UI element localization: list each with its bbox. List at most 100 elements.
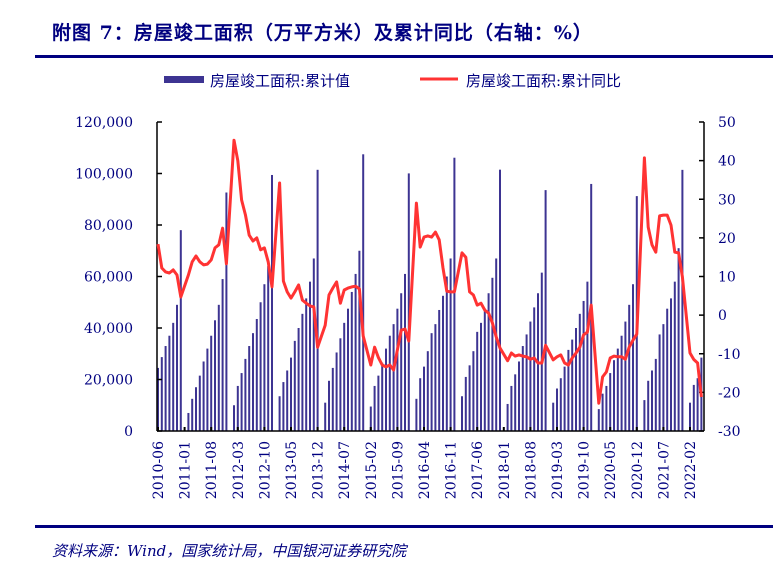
bar-2019-05: [563, 366, 566, 431]
bar-2021-12: [681, 169, 684, 431]
bar-2015-12: [407, 173, 410, 431]
x-tick-label: 2021-07: [656, 441, 672, 499]
bar-2020-11: [632, 284, 634, 431]
x-tick-label: 2018-01: [497, 441, 513, 499]
source-note: 资料来源：Wind，国家统计局，中国银河证券研究院: [52, 542, 407, 560]
bar-2014-10: [354, 273, 357, 431]
bar-2019-08: [575, 328, 577, 431]
bar-2014-04: [331, 367, 334, 431]
bar-2014-06: [339, 338, 342, 431]
bar-2020-02: [597, 409, 600, 431]
bar-2017-04: [468, 365, 471, 431]
bar-2018-02: [506, 403, 509, 431]
bar-2012-05: [244, 358, 247, 431]
bar-2010-12: [179, 230, 182, 431]
x-tick-label: 2015-09: [390, 441, 406, 499]
bar-2014-12: [362, 154, 365, 431]
x-tick-label: 2015-02: [364, 441, 380, 499]
right-tick-label: -10: [718, 347, 741, 363]
bar-2019-03: [556, 388, 558, 431]
bar-2012-04: [240, 373, 243, 431]
x-tick-label: 2019-03: [550, 441, 566, 499]
bar-2012-09: [259, 302, 262, 431]
bar-2016-06: [430, 333, 433, 431]
bar-2022-03: [692, 384, 695, 431]
bar-2019-09: [578, 313, 581, 431]
x-tick-label: 2016-11: [444, 441, 460, 499]
bar-2011-05: [198, 375, 201, 431]
bar-2015-04: [377, 375, 380, 431]
x-tick-label: 2016-04: [417, 441, 433, 499]
bar-2012-10: [263, 284, 266, 431]
bar-2016-02: [415, 398, 418, 431]
bar-2017-08: [483, 308, 486, 431]
bar-2017-09: [487, 293, 490, 431]
x-tick-label: 2012-10: [257, 441, 273, 499]
bar-2017-05: [472, 351, 475, 431]
growth-line: [156, 138, 703, 405]
x-tick-label: 2019-10: [577, 441, 593, 499]
bar-2018-03: [510, 385, 513, 431]
title-rule: [35, 55, 773, 58]
bar-2013-06: [293, 340, 296, 431]
bar-2021-03: [647, 380, 650, 431]
bar-2019-06: [567, 349, 570, 431]
bar-2021-06: [658, 334, 661, 431]
bar-2015-08: [392, 324, 395, 431]
bar-2013-08: [301, 313, 304, 431]
right-tick-label: 10: [718, 270, 736, 286]
bar-2017-06: [476, 331, 479, 431]
bar-2013-03: [282, 382, 285, 431]
x-tick-label: 2018-08: [523, 441, 539, 499]
bar-2020-10: [628, 304, 631, 431]
chart-title: 附图 7：房屋竣工面积（万平方米）及累计同比（右轴：%）: [52, 22, 593, 44]
bar-2011-07: [206, 348, 209, 431]
bar-2020-09: [624, 321, 627, 431]
legend-bar-label: 房屋竣工面积:累计值: [210, 72, 350, 90]
bar-2011-02: [187, 412, 190, 431]
left-tick-label: 20,000: [84, 373, 133, 389]
x-tick-label: 2017-06: [470, 441, 486, 499]
bar-2019-11: [586, 281, 589, 431]
bar-2016-11: [449, 258, 452, 431]
x-tick-label: 2020-05: [603, 441, 619, 499]
bar-2013-04: [286, 370, 289, 431]
bar-2021-02: [643, 400, 646, 431]
bar-2020-04: [605, 385, 608, 431]
bar-2013-12: [316, 169, 319, 431]
bar-2017-10: [491, 277, 494, 431]
bar-2014-09: [350, 291, 353, 431]
bar-2013-07: [297, 328, 300, 431]
bar-2016-05: [426, 351, 429, 431]
bar-2021-07: [662, 324, 665, 431]
right-tick-label: 0: [718, 308, 727, 324]
bar-2021-04: [651, 370, 653, 431]
bar-2016-12: [453, 157, 456, 431]
bar-2015-09: [396, 308, 399, 431]
right-tick-label: 50: [718, 115, 736, 131]
axes: 0 20,000 40,000 60,000 80,000 100,000 120,000 -…: [75, 115, 740, 499]
x-tick-label: 2022-02: [683, 441, 699, 499]
left-tick-label: 60,000: [84, 270, 133, 286]
bar-2010-07: [160, 357, 163, 431]
bar-2013-11: [312, 258, 315, 431]
bar-2012-07: [252, 333, 254, 431]
bar-2019-07: [571, 339, 574, 431]
bar-2011-11: [221, 279, 224, 431]
bar-2011-09: [214, 320, 216, 431]
bar-2020-08: [620, 335, 623, 431]
bar-2018-12: [544, 190, 547, 431]
bar-2016-03: [419, 378, 422, 431]
bar-2017-07: [480, 322, 482, 431]
bar-2013-10: [309, 281, 311, 431]
bar-2016-08: [438, 309, 441, 431]
bar-2015-03: [373, 385, 376, 431]
bar-2011-10: [217, 304, 220, 431]
bar-2011-06: [202, 361, 205, 431]
legend-line-label: 房屋竣工面积:累计同比: [466, 72, 621, 90]
bar-2014-08: [347, 308, 349, 431]
bar-2020-07: [616, 348, 619, 431]
bar-2011-03: [191, 398, 194, 431]
x-tick-label: 2011-08: [204, 441, 220, 499]
